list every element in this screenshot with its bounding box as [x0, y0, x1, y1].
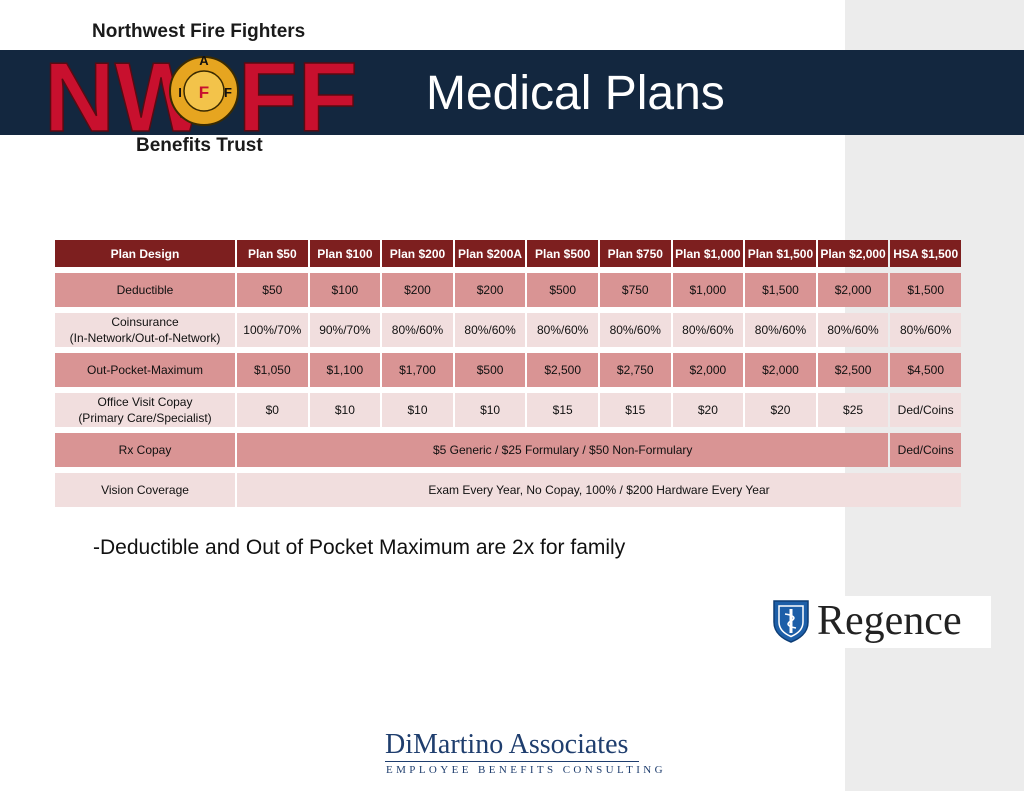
table-cell: 80%/60%: [672, 313, 744, 347]
footer-divider: [385, 761, 639, 762]
table-cell: 80%/60%: [890, 313, 961, 347]
table-cell: $1,000: [672, 273, 744, 307]
dimartino-logo: DiMartino Associates EMPLOYEE BENEFITS C…: [385, 729, 663, 777]
header-plan-200: Plan $200: [382, 240, 453, 267]
regence-name: Regence: [817, 598, 962, 644]
header-plan-500: Plan $500: [527, 240, 598, 267]
emblem-letter-a: A: [199, 53, 209, 68]
blue-cross-blue-shield-icon: [773, 600, 809, 643]
emblem-letter-i: I: [178, 85, 182, 100]
table-cell: Ded/Coins: [890, 393, 961, 427]
table-cell: 90%/70%: [309, 313, 381, 347]
nwff-logo-graphic: NW FF A I F F: [43, 41, 358, 137]
page-title: Medical Plans: [426, 67, 725, 120]
table-cell: $25: [817, 393, 889, 427]
table-cell: 80%/60%: [599, 313, 671, 347]
table-cell: $50: [237, 273, 308, 307]
table-cell: $20: [672, 393, 744, 427]
table-cell: $20: [745, 393, 816, 427]
table-row-deductible: Deductible $50 $100 $200 $200 $500 $750 …: [55, 273, 961, 307]
table-cell: 80%/60%: [454, 313, 526, 347]
header-plan-200a: Plan $200A: [454, 240, 526, 267]
table-cell: $15: [599, 393, 671, 427]
table-cell: $4,500: [890, 353, 961, 387]
table-cell: $1,500: [745, 273, 816, 307]
table-cell: $2,000: [672, 353, 744, 387]
header-plan-1500: Plan $1,500: [745, 240, 816, 267]
row-label-line1: Coinsurance: [111, 315, 179, 329]
table-cell: $200: [454, 273, 526, 307]
row-label-line2: (In-Network/Out-of-Network): [69, 331, 221, 345]
table-cell: $500: [527, 273, 598, 307]
table-cell: $10: [382, 393, 453, 427]
row-label: Vision Coverage: [55, 473, 235, 507]
table-cell: $1,700: [382, 353, 453, 387]
table-row-rx-copay: Rx Copay $5 Generic / $25 Formulary / $5…: [55, 433, 961, 467]
row-label-line2: (Primary Care/Specialist): [78, 411, 212, 425]
header-plan-750: Plan $750: [599, 240, 671, 267]
table-row-vision: Vision Coverage Exam Every Year, No Copa…: [55, 473, 961, 507]
family-note: -Deductible and Out of Pocket Maximum ar…: [93, 536, 626, 559]
table-row-office-visit: Office Visit Copay (Primary Care/Speciali…: [55, 393, 961, 427]
table-cell: 100%/70%: [237, 313, 308, 347]
medical-plans-table: Plan Design Plan $50 Plan $100 Plan $200…: [53, 240, 963, 507]
emblem-letter-f1: F: [224, 85, 232, 100]
table-cell: $100: [309, 273, 381, 307]
table-cell: 80%/60%: [745, 313, 816, 347]
table-cell: 80%/60%: [817, 313, 889, 347]
table-cell-merged: Exam Every Year, No Copay, 100% / $200 H…: [237, 473, 961, 507]
table-cell: $2,500: [527, 353, 598, 387]
table-row-coinsurance: Coinsurance (In-Network/Out-of-Network) 1…: [55, 313, 961, 347]
header-plan-design: Plan Design: [55, 240, 235, 267]
table-row-out-of-pocket-max: Out-Pocket-Maximum $1,050 $1,100 $1,700 …: [55, 353, 961, 387]
table-cell: 80%/60%: [382, 313, 453, 347]
row-label: Office Visit Copay (Primary Care/Speciali…: [55, 393, 235, 427]
row-label: Deductible: [55, 273, 235, 307]
table-cell-merged: $5 Generic / $25 Formulary / $50 Non-For…: [237, 433, 889, 467]
logo-letters-right: FF: [238, 42, 358, 137]
table-cell: $750: [599, 273, 671, 307]
header-hsa-1500: HSA $1,500: [890, 240, 961, 267]
table-cell: $10: [309, 393, 381, 427]
regence-logo: Regence: [767, 596, 991, 648]
table-cell: $1,100: [309, 353, 381, 387]
table-cell: $1,050: [237, 353, 308, 387]
logo-bottom-text: Benefits Trust: [136, 135, 263, 156]
table-header-row: Plan Design Plan $50 Plan $100 Plan $200…: [55, 240, 961, 267]
table-cell: $2,500: [817, 353, 889, 387]
table-cell: $2,750: [599, 353, 671, 387]
row-label-line1: Office Visit Copay: [97, 395, 193, 409]
logo-top-text: Northwest Fire Fighters: [92, 21, 306, 42]
table-cell: $0: [237, 393, 308, 427]
iaff-emblem-icon: A I F F: [169, 53, 239, 126]
table-cell: Ded/Coins: [890, 433, 961, 467]
emblem-letter-f2: F: [199, 83, 209, 102]
header-plan-100: Plan $100: [309, 240, 381, 267]
row-label: Out-Pocket-Maximum: [55, 353, 235, 387]
table-cell: $2,000: [745, 353, 816, 387]
row-label: Rx Copay: [55, 433, 235, 467]
row-label: Coinsurance (In-Network/Out-of-Network): [55, 313, 235, 347]
table-cell: $10: [454, 393, 526, 427]
table-cell: $200: [382, 273, 453, 307]
header-plan-2000: Plan $2,000: [817, 240, 889, 267]
nwff-logo: Northwest Fire Fighters NW FF A I F F Be…: [40, 17, 360, 162]
dimartino-name: DiMartino Associates: [385, 729, 629, 760]
header-plan-1000: Plan $1,000: [672, 240, 744, 267]
header-plan-50: Plan $50: [237, 240, 308, 267]
table-cell: $2,000: [817, 273, 889, 307]
table-cell: $15: [527, 393, 598, 427]
table-cell: $500: [454, 353, 526, 387]
table-cell: 80%/60%: [527, 313, 598, 347]
table-cell: $1,500: [890, 273, 961, 307]
dimartino-tagline: EMPLOYEE BENEFITS CONSULTING: [386, 764, 666, 776]
